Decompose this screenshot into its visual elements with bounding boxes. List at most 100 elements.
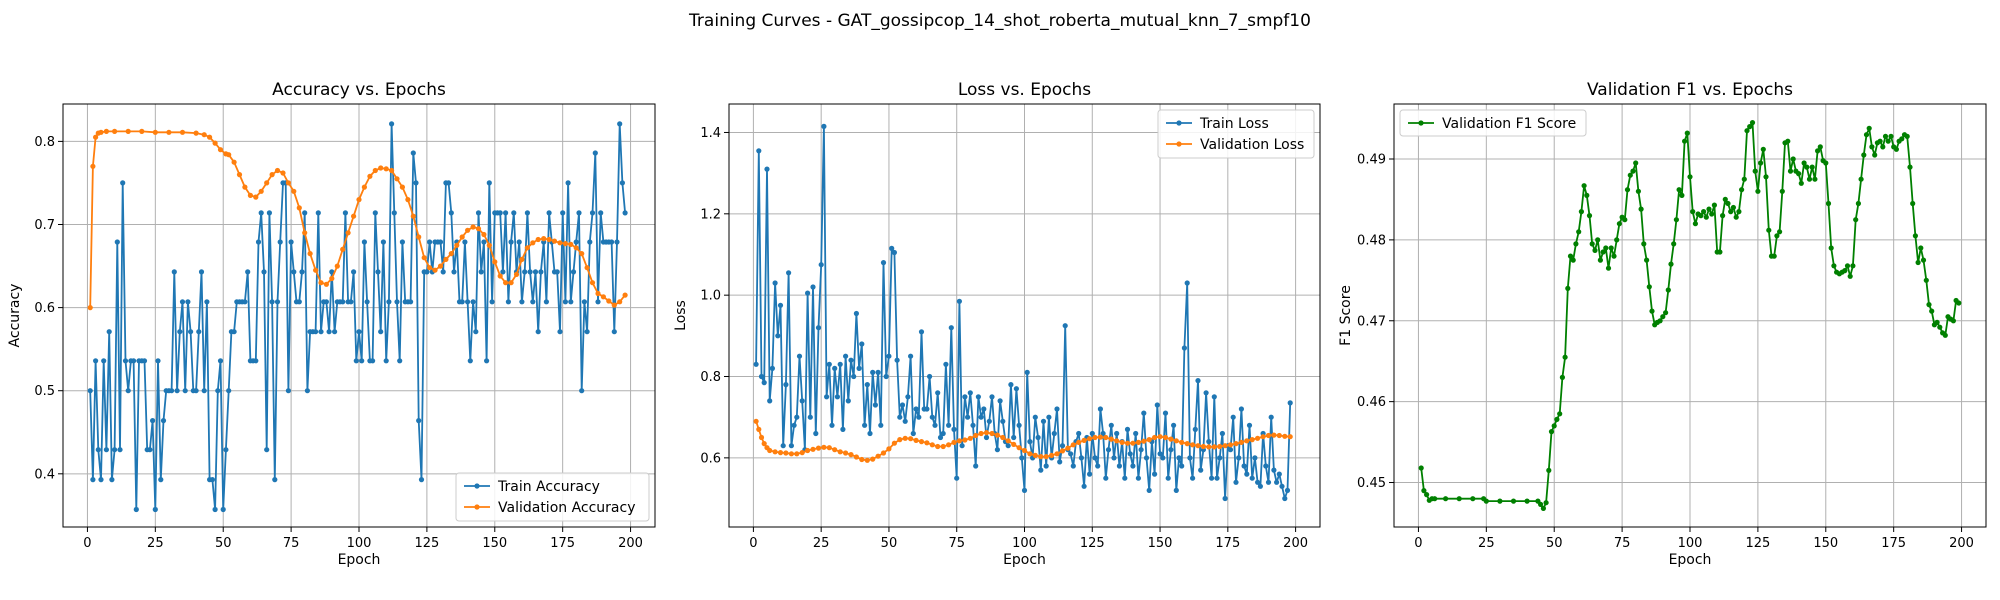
loss-y-tick-label: 0.8: [700, 370, 721, 385]
accuracy-legend-marker: [474, 504, 480, 510]
f1-data-point: [1690, 209, 1696, 215]
accuracy-data-point: [209, 477, 215, 483]
accuracy-data-point: [413, 180, 419, 186]
f1-data-point: [1635, 188, 1641, 194]
loss-data-point: [1108, 436, 1114, 442]
f1-data-point: [1616, 221, 1622, 227]
loss-data-point: [1236, 455, 1242, 461]
accuracy-data-point: [432, 267, 438, 273]
accuracy-data-point: [397, 358, 403, 364]
loss-data-point: [943, 361, 949, 367]
loss-data-point: [1046, 414, 1052, 420]
accuracy-data-point: [125, 128, 131, 134]
loss-data-point: [1111, 455, 1117, 461]
loss-data-point: [1141, 410, 1147, 416]
loss-data-point: [956, 298, 963, 304]
f1-data-point: [1660, 314, 1666, 320]
loss-data-point: [1122, 475, 1128, 481]
accuracy-data-point: [568, 241, 574, 247]
loss-x-tick-label: 200: [1283, 536, 1308, 551]
f1-data-point: [1497, 498, 1503, 504]
accuracy-data-point: [204, 299, 210, 305]
f1-legend-box: [1399, 109, 1587, 137]
accuracy-data-point: [516, 239, 522, 245]
loss-data-point: [1255, 435, 1261, 441]
loss-data-point: [967, 390, 973, 396]
accuracy-y-tick-label: 0.6: [34, 301, 55, 316]
loss-data-point: [902, 418, 908, 424]
accuracy-data-point: [334, 263, 340, 269]
accuracy-data-point: [274, 167, 281, 174]
accuracy-data-point: [481, 239, 487, 245]
f1-data-point: [1749, 120, 1756, 126]
loss-data-point: [913, 406, 919, 412]
f1-y-tick-label: 0.45: [1357, 476, 1386, 491]
f1-data-point: [1565, 285, 1571, 291]
loss-data-point: [1238, 439, 1244, 445]
loss-data-point: [908, 353, 914, 359]
loss-data-point: [867, 430, 873, 437]
accuracy-data-point: [212, 506, 218, 513]
accuracy-data-point: [386, 299, 392, 305]
loss-data-point: [1241, 463, 1247, 469]
loss-data-point: [1168, 447, 1174, 453]
accuracy-data-point: [356, 329, 362, 335]
accuracy-data-point: [448, 210, 454, 216]
f1-y-tick-label: 0.47: [1357, 314, 1386, 329]
loss-data-point: [1100, 430, 1106, 437]
loss-data-point: [1021, 487, 1028, 493]
accuracy-data-point: [543, 299, 550, 305]
loss-data-point: [913, 437, 919, 443]
loss-data-point: [916, 414, 922, 420]
loss-data-point: [1078, 455, 1084, 461]
accuracy-x-tick-label: 175: [550, 536, 575, 551]
loss-data-point: [1187, 455, 1193, 461]
accuracy-data-point: [530, 240, 536, 246]
f1-data-point: [1804, 164, 1810, 170]
f1-data-point: [1592, 247, 1598, 253]
accuracy-data-point: [522, 269, 528, 275]
loss-data-point: [810, 284, 816, 290]
f1-data-point: [1796, 171, 1802, 177]
f1-data-point: [1817, 144, 1823, 150]
f1-data-point: [1638, 206, 1644, 212]
loss-data-point: [1141, 438, 1147, 444]
f1-data-point: [1809, 164, 1815, 170]
loss-data-point: [1157, 434, 1163, 440]
f1-data-point: [1703, 214, 1709, 220]
f1-data-point: [1733, 214, 1739, 220]
accuracy-data-point: [459, 299, 465, 305]
f1-data-point: [1603, 245, 1609, 251]
loss-legend-marker: [1176, 141, 1182, 147]
loss-x-tick-label: 0: [749, 536, 757, 551]
accuracy-data-point: [253, 358, 259, 364]
loss-data-point: [1130, 463, 1136, 469]
loss-data-point: [940, 430, 946, 437]
loss-data-point: [951, 426, 957, 432]
loss-legend: Train Loss Validation Loss: [1157, 109, 1315, 159]
f1-y-tick-label: 0.46: [1357, 395, 1386, 410]
accuracy-data-point: [389, 167, 395, 174]
f1-y-axis-label: F1 Score: [1338, 285, 1354, 346]
accuracy-data-point: [427, 265, 433, 271]
f1-data-point: [1744, 128, 1750, 134]
loss-data-point: [794, 414, 800, 420]
f1-data-point: [1828, 245, 1834, 251]
loss-data-point: [994, 447, 1001, 453]
accuracy-data-point: [519, 299, 525, 305]
f1-data-point: [1910, 200, 1916, 207]
accuracy-data-point: [302, 230, 308, 236]
loss-data-point: [872, 402, 879, 408]
loss-data-point: [1227, 442, 1234, 448]
f1-legend-label: Validation F1 Score: [1442, 116, 1576, 132]
accuracy-data-point: [253, 194, 259, 200]
f1-data-point: [1676, 187, 1682, 193]
accuracy-x-tick-label: 50: [215, 536, 232, 551]
accuracy-data-point: [486, 180, 492, 186]
accuracy-data-point: [609, 239, 615, 245]
f1-x-tick-label: 100: [1678, 536, 1703, 551]
accuracy-data-point: [351, 213, 357, 219]
loss-data-point: [1179, 463, 1185, 469]
accuracy-data-point: [288, 239, 294, 245]
accuracy-data-point: [351, 269, 357, 275]
